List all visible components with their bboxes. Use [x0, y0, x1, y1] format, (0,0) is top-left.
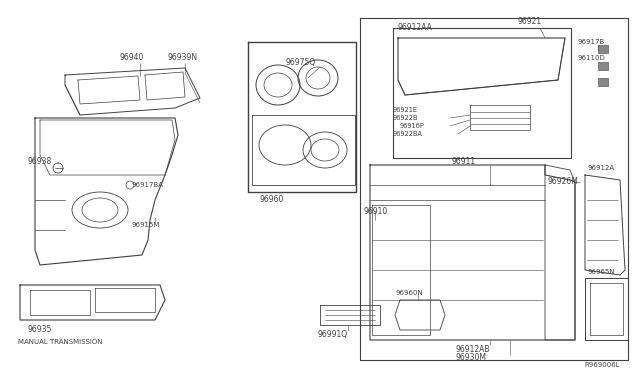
Text: 96110D: 96110D — [578, 55, 605, 61]
Text: 96940: 96940 — [120, 54, 145, 62]
Text: 96912A: 96912A — [588, 165, 615, 171]
Text: 96960N: 96960N — [395, 290, 423, 296]
Text: R969006L: R969006L — [584, 362, 620, 368]
Text: 96912AA: 96912AA — [398, 23, 433, 32]
Text: 96912AB: 96912AB — [455, 346, 490, 355]
Text: 96960: 96960 — [260, 196, 284, 205]
Text: 96938: 96938 — [28, 157, 52, 167]
Text: 96911: 96911 — [452, 157, 476, 167]
Text: 96991Q: 96991Q — [318, 330, 348, 340]
Text: MANUAL TRANSMISSION: MANUAL TRANSMISSION — [18, 339, 102, 345]
Text: 96916P: 96916P — [400, 123, 425, 129]
Text: 96921: 96921 — [518, 17, 542, 26]
Text: 96917B: 96917B — [578, 39, 605, 45]
Text: 96975Q: 96975Q — [286, 58, 316, 67]
FancyBboxPatch shape — [598, 45, 608, 53]
Text: 96939N: 96939N — [168, 54, 198, 62]
Text: 96935: 96935 — [28, 326, 52, 334]
Text: 96930M: 96930M — [455, 353, 486, 362]
Text: 96910: 96910 — [363, 208, 387, 217]
Text: 96921E: 96921E — [393, 107, 418, 113]
Text: 96917BA: 96917BA — [132, 182, 164, 188]
Text: 96965N: 96965N — [588, 269, 616, 275]
Text: 96922B: 96922B — [393, 115, 419, 121]
Text: 96922BA: 96922BA — [393, 131, 423, 137]
Text: 96915M: 96915M — [132, 222, 161, 228]
FancyBboxPatch shape — [598, 62, 608, 70]
Text: 96926M: 96926M — [548, 177, 579, 186]
FancyBboxPatch shape — [598, 78, 608, 86]
